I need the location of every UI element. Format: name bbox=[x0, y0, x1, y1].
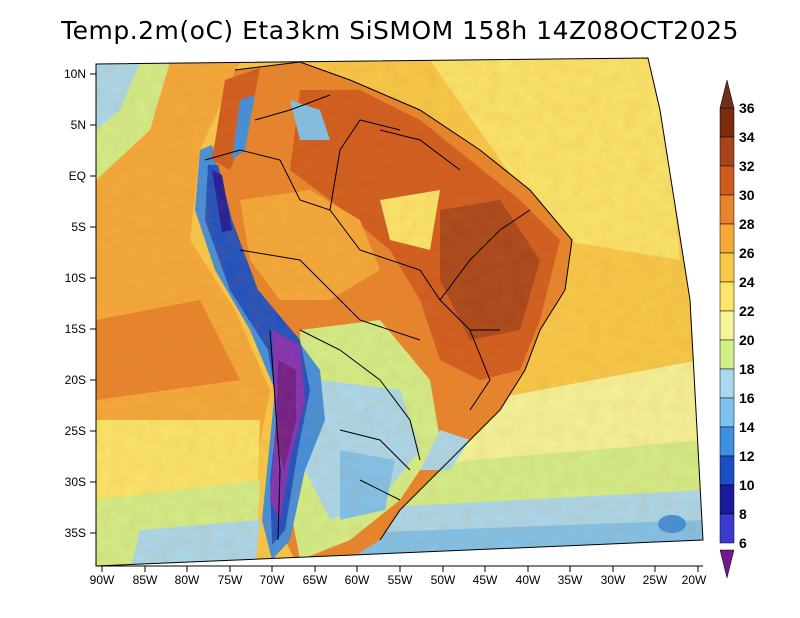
colorbar-label: 18 bbox=[739, 361, 755, 377]
map-title: Temp.2m(oC) Eta3km SiSMOM 158h 14Z08OCT2… bbox=[61, 16, 739, 45]
colorbar-swatch bbox=[719, 513, 735, 544]
lon-label: 40W bbox=[516, 573, 541, 587]
lat-label: 5N bbox=[71, 118, 86, 132]
lat-label: 10S bbox=[65, 271, 86, 285]
colorbar-label: 22 bbox=[739, 303, 755, 319]
lon-label: 45W bbox=[473, 573, 498, 587]
lat-label: 5S bbox=[71, 220, 86, 234]
country-borders bbox=[204, 61, 573, 541]
lon-label: 60W bbox=[345, 573, 370, 587]
colorbar-swatch bbox=[719, 426, 735, 457]
colorbar-swatch bbox=[719, 484, 735, 515]
colorbar-swatch bbox=[719, 165, 735, 196]
lon-label: 55W bbox=[388, 573, 413, 587]
lon-label: 30W bbox=[601, 573, 626, 587]
lat-label: 20S bbox=[65, 373, 86, 387]
lat-label: 30S bbox=[65, 475, 86, 489]
colorbar-label: 34 bbox=[739, 129, 755, 145]
colorbar: 36 34 32 30 28 26 24 22 20 18 16 14 12 1… bbox=[719, 79, 755, 579]
lon-label: 20W bbox=[682, 573, 707, 587]
colorbar-label: 8 bbox=[739, 506, 747, 522]
latitude-axis: 10N 5N EQ 5S 10S 15S 20S 25S 30S 35S bbox=[64, 67, 96, 540]
colorbar-swatch bbox=[719, 397, 735, 428]
lat-label: 15S bbox=[65, 322, 86, 336]
lat-label: EQ bbox=[69, 169, 86, 183]
colorbar-bottom-arrow bbox=[719, 549, 735, 579]
longitude-axis: 90W 85W 80W 75W 70W 65W 60W 55W 50W 45W … bbox=[90, 566, 707, 587]
colorbar-label: 20 bbox=[739, 332, 755, 348]
colorbar-label: 14 bbox=[739, 419, 755, 435]
lon-label: 25W bbox=[643, 573, 668, 587]
colorbar-swatch bbox=[719, 107, 735, 138]
lon-label: 90W bbox=[90, 573, 115, 587]
colorbar-label: 28 bbox=[739, 216, 755, 232]
colorbar-swatch bbox=[719, 223, 735, 254]
colorbar-label: 36 bbox=[739, 100, 755, 116]
lon-label: 70W bbox=[260, 573, 285, 587]
colorbar-swatch bbox=[719, 194, 735, 225]
lat-label: 10N bbox=[64, 67, 86, 81]
colorbar-swatch bbox=[719, 252, 735, 283]
lon-label: 80W bbox=[175, 573, 200, 587]
colorbar-swatch bbox=[719, 281, 735, 312]
lat-label: 25S bbox=[65, 424, 86, 438]
colorbar-swatch bbox=[719, 339, 735, 370]
lon-label: 75W bbox=[218, 573, 243, 587]
lon-label: 65W bbox=[303, 573, 328, 587]
lon-label: 50W bbox=[431, 573, 456, 587]
colorbar-swatch bbox=[719, 455, 735, 486]
colorbar-label: 10 bbox=[739, 477, 755, 493]
colorbar-swatch bbox=[719, 310, 735, 341]
colorbar-label: 24 bbox=[739, 274, 755, 290]
colorbar-top-arrow bbox=[719, 79, 735, 109]
colorbar-label: 16 bbox=[739, 390, 755, 406]
lon-label: 85W bbox=[133, 573, 158, 587]
lon-label: 35W bbox=[558, 573, 583, 587]
colorbar-label: 12 bbox=[739, 448, 755, 464]
lat-label: 35S bbox=[65, 526, 86, 540]
colorbar-label: 30 bbox=[739, 187, 755, 203]
colorbar-label: 32 bbox=[739, 158, 755, 174]
colorbar-swatch bbox=[719, 136, 735, 167]
colorbar-swatch bbox=[719, 368, 735, 399]
colorbar-label: 6 bbox=[739, 535, 747, 551]
colorbar-label: 26 bbox=[739, 245, 755, 261]
